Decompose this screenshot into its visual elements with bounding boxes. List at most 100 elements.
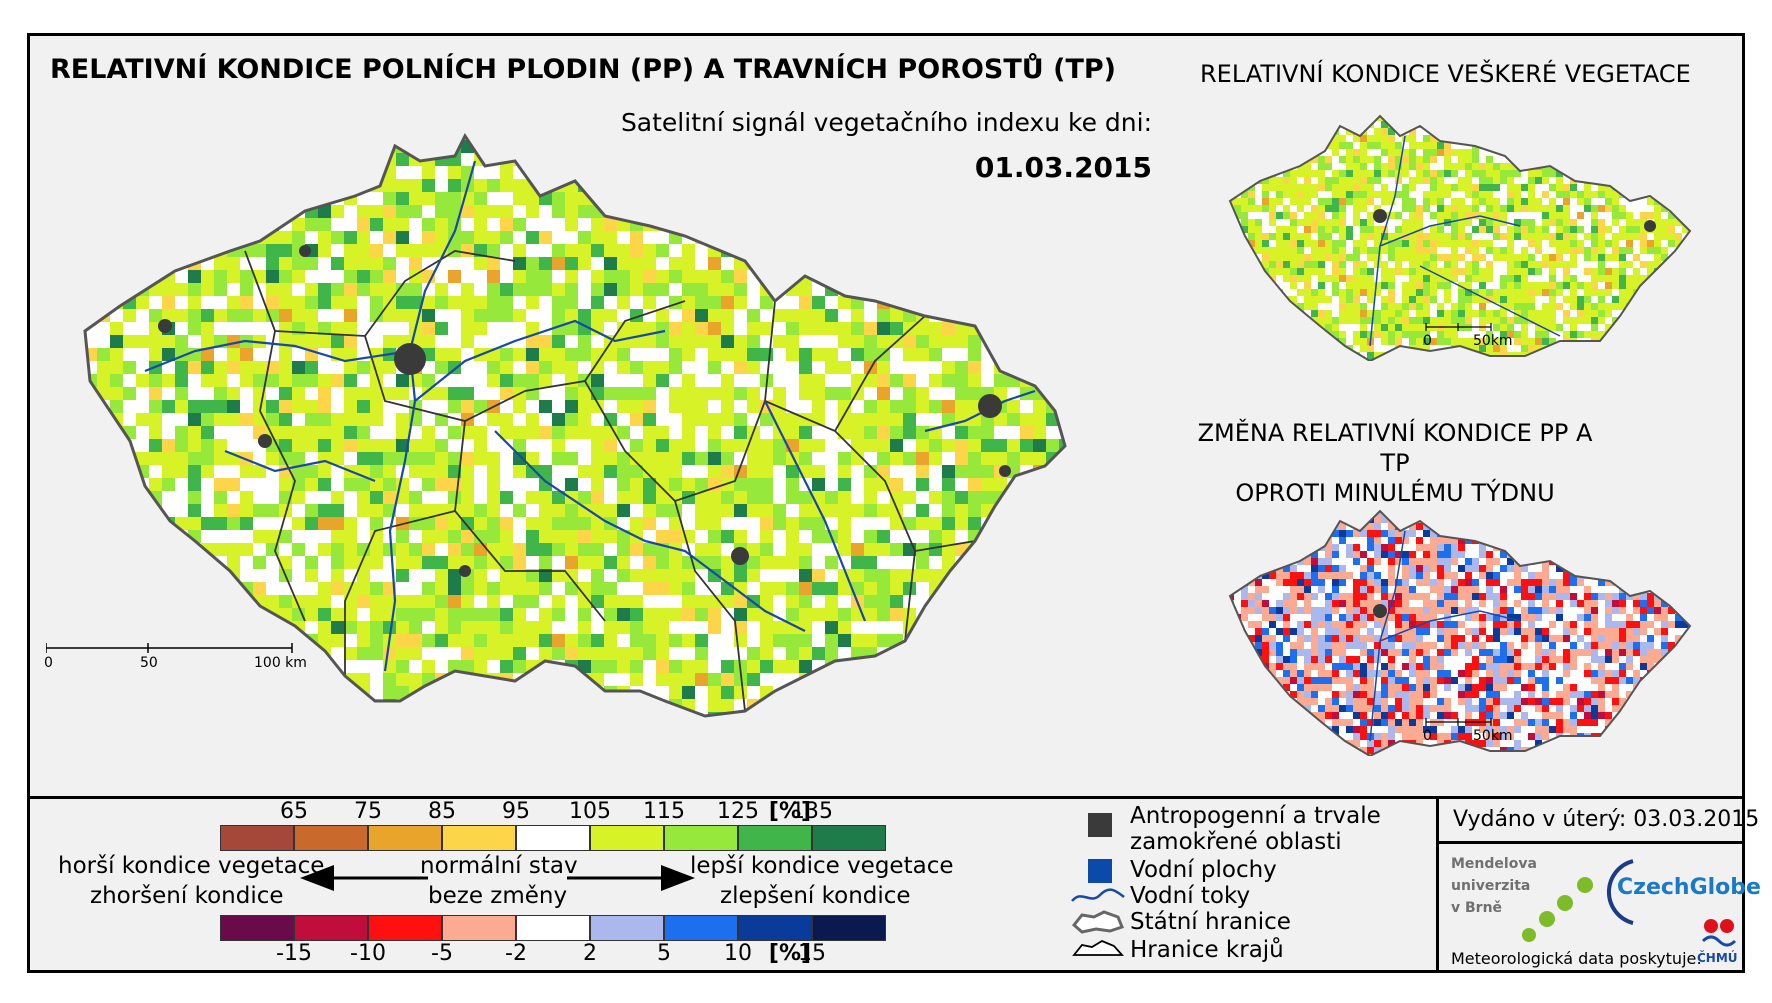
- change-map-title: ZMĚNA RELATIVNÍ KONDICE PP A TP OPROTI M…: [1180, 418, 1610, 508]
- condition-tick: 75: [354, 799, 382, 824]
- change-swatch-8: [812, 915, 886, 941]
- legend-rivers: Vodní toky: [1071, 883, 1251, 909]
- region-border-icon: [1072, 939, 1125, 956]
- condition-swatch-2: [368, 825, 442, 851]
- change-title-line2: OPROTI MINULÉMU TÝDNU: [1235, 479, 1555, 507]
- mendel-logo: Mendelova univerzita v Brně: [1451, 853, 1537, 919]
- mendel-dots-icon: [1522, 877, 1593, 942]
- issue-box: Vydáno v úterý: 03.03.2015 Mendelova uni…: [1436, 799, 1761, 973]
- change-tick: 5: [657, 941, 671, 966]
- mendel-line-3: v Brně: [1451, 900, 1503, 916]
- date-value: 01.03.2015: [974, 151, 1152, 184]
- czechglobe-arc-icon: [1606, 859, 1634, 925]
- condition-tick: 85: [428, 799, 456, 824]
- region-borders: [244, 250, 976, 712]
- scale-tick-100: 100 km: [254, 655, 307, 671]
- meteo-credit: Meteorologická data poskytuje:: [1451, 949, 1702, 968]
- change-swatch-0: [220, 915, 294, 941]
- change-swatch-2: [368, 915, 442, 941]
- condition-tick: 125: [717, 799, 759, 824]
- state-border-icon: [1071, 910, 1124, 934]
- legend-area: 65 75 85 95 105 115 125 135 [%] horší kondice v…: [30, 796, 1761, 973]
- legend-region-border: Hranice krajů: [1072, 937, 1284, 963]
- small-scale-0: 0: [1423, 333, 1432, 349]
- condition-swatch-5: [590, 825, 664, 851]
- small-scale-50: 50km: [1473, 333, 1513, 349]
- all-vegetation-map: [1228, 114, 1692, 361]
- state-border-label: Státní hranice: [1130, 909, 1291, 935]
- change-tick: -10: [350, 941, 386, 966]
- mendel-line-1: Mendelova: [1451, 856, 1537, 872]
- arrow-left-icon: [300, 865, 428, 891]
- small-scale-bar-2: 0 50km: [1423, 716, 1513, 744]
- change-title-line1: ZMĚNA RELATIVNÍ KONDICE PP A TP: [1197, 419, 1593, 477]
- legend-water-bodies: Vodní plochy: [1088, 857, 1277, 883]
- change-color-scale: [220, 915, 886, 941]
- small-scale-bar-1: 0 50km: [1423, 321, 1513, 349]
- change-tick: 15: [798, 941, 826, 966]
- condition-tick: 105: [569, 799, 611, 824]
- map-frame: RELATIVNÍ KONDICE POLNÍCH PLODIN (PP) A …: [27, 33, 1761, 973]
- issued-date: Vydáno v úterý: 03.03.2015: [1453, 807, 1760, 832]
- chmu-logo-icon: [1701, 919, 1737, 947]
- small-scale-0: 0: [1423, 728, 1432, 744]
- region-border-label: Hranice krajů: [1130, 937, 1284, 963]
- state-border: [83, 133, 1067, 718]
- change-tick: -15: [276, 941, 312, 966]
- worse-label-1: horší kondice vegetace: [58, 853, 325, 879]
- main-title: RELATIVNÍ KONDICE POLNÍCH PLODIN (PP) A …: [50, 54, 1116, 85]
- normal-label-2: beze změny: [428, 883, 568, 909]
- normal-label-1: normální stav: [420, 853, 578, 879]
- water-swatch: [1088, 859, 1112, 883]
- condition-swatch-4: [516, 825, 590, 851]
- better-label-1: lepší kondice vegetace: [690, 853, 954, 879]
- change-unit: [%]: [768, 941, 812, 966]
- anthropogenic-swatch: [1088, 813, 1112, 837]
- scale-tick-50: 50: [140, 655, 158, 671]
- change-swatch-4: [516, 915, 590, 941]
- change-tick: -5: [431, 941, 453, 966]
- condition-swatch-3: [442, 825, 516, 851]
- czechglobe-logo: CzechGlobe: [1617, 875, 1761, 900]
- worse-label-2: zhoršení kondice: [90, 883, 284, 909]
- rivers-label: Vodní toky: [1130, 883, 1251, 909]
- condition-color-scale: [220, 825, 886, 851]
- mendel-line-2: univerzita: [1451, 878, 1531, 894]
- better-label-2: zlepšení kondice: [720, 883, 911, 909]
- change-map: [1228, 509, 1692, 756]
- anthropogenic-label-1: Antropogenní a trvale: [1130, 803, 1381, 829]
- chmu-label: ČHMÚ: [1697, 951, 1738, 965]
- legend-anthropogenic: Antropogenní a trvale zamokřené oblasti: [1088, 803, 1381, 855]
- condition-unit: [%]: [768, 799, 812, 824]
- main-scale-bar: 0 50 100 km: [44, 641, 307, 671]
- water-bodies-label: Vodní plochy: [1130, 857, 1277, 883]
- change-swatch-6: [664, 915, 738, 941]
- legend-state-border: Státní hranice: [1071, 909, 1291, 935]
- change-tick: -2: [505, 941, 527, 966]
- condition-tick: 115: [643, 799, 685, 824]
- condition-tick: 95: [502, 799, 530, 824]
- change-swatch-1: [294, 915, 368, 941]
- anthropogenic-areas: [158, 245, 1011, 577]
- condition-tick: 135: [791, 799, 833, 824]
- condition-swatch-1: [294, 825, 368, 851]
- condition-swatch-6: [664, 825, 738, 851]
- anthropogenic-label-2: zamokřené oblasti: [1130, 829, 1342, 855]
- condition-tick: 65: [280, 799, 308, 824]
- change-tick: 2: [583, 941, 597, 966]
- scale-tick-0: 0: [44, 655, 53, 671]
- all-vegetation-title: RELATIVNÍ KONDICE VEŠKERÉ VEGETACE: [1200, 60, 1691, 88]
- condition-swatch-7: [738, 825, 812, 851]
- small-scale-50: 50km: [1473, 728, 1513, 744]
- river-line-icon: [1071, 888, 1125, 902]
- subtitle: Satelitní signál vegetačního indexu ke d…: [620, 108, 1152, 137]
- rivers: [144, 160, 1036, 672]
- condition-swatch-8: [812, 825, 886, 851]
- change-swatch-7: [738, 915, 812, 941]
- change-swatch-5: [590, 915, 664, 941]
- condition-swatch-0: [220, 825, 294, 851]
- change-tick: 10: [724, 941, 752, 966]
- change-swatch-3: [442, 915, 516, 941]
- arrow-right-icon: [567, 865, 695, 891]
- main-map: [83, 133, 1067, 718]
